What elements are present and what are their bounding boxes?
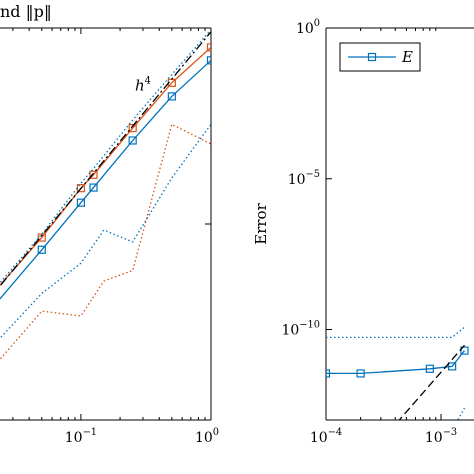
right-x-tick-label-0-base: 10 [310,430,328,446]
data-point-blue-solid-square-1 [356,369,365,378]
left-x-tick-label-1-base: 10 [195,430,213,446]
right-y-tick-label-0: 100 [296,18,320,37]
right-x-tick-label-1: 10−3 [425,427,457,446]
slope-annotation-base: h [135,77,145,95]
data-point-blue-solid-square-6 [206,56,211,65]
data-point-orange-solid-square-6 [206,43,211,52]
slope-annotation: h4 [135,76,151,95]
right-y-tick-label-1: 10−5 [288,169,320,188]
right-y-tick-label-1-base: 10 [288,172,306,188]
left-x-tick-label-0-base: 10 [65,430,83,446]
data-point-orange-solid-square-1 [37,233,46,242]
data-point-blue-solid-square-2 [76,198,86,207]
series-line-black-dashed [398,344,465,420]
slope-annotation-exp: 4 [145,76,151,87]
series-line-black-dashdot [0,31,211,287]
data-point-blue-solid-square-3 [89,183,98,192]
series-line-blue-solid-square [0,59,211,300]
data-point-blue-solid-square-4 [128,136,137,145]
right-y-tick-label-2-exp: −10 [299,320,320,331]
right-y-tick-label-0-base: 10 [296,21,314,37]
data-point-blue-solid-square-3 [448,362,457,371]
data-point-orange-solid-square-4 [128,123,137,133]
data-point-blue-solid-square-2 [425,364,434,373]
series-line-blue-dotted-upper [326,326,465,339]
series-line-orange-solid-square [0,46,211,287]
data-point-orange-solid-square-2 [76,184,86,193]
right-y-tick-label-2: 10−10 [281,320,320,339]
series-line-blue-dotted-lower [457,407,466,420]
left-plot-title: nd ‖p‖ [0,2,52,21]
y-axis-label: Error [252,202,270,244]
right-y-tick-label-2-base: 10 [281,323,299,339]
right-y-tick-label-0-exp: 0 [314,18,320,29]
right-x-tick-label-0: 10−4 [310,427,342,446]
left-x-tick-label-0-exp: −1 [83,427,97,438]
data-point-blue-solid-square-0 [326,369,331,378]
data-point-blue-solid-square-5 [167,92,176,101]
legend: E [339,42,421,72]
series-line-blue-dotted-1 [0,29,211,284]
series-line-orange-dotted-1 [0,123,211,361]
series-line-blue-solid-square [326,350,466,375]
legend-marker [367,52,377,62]
data-point-blue-solid-square-4 [460,346,469,355]
series-line-blue-dotted-2 [0,123,211,340]
right-x-tick-label-0-exp: −4 [328,427,342,438]
left-x-tick-label-1-exp: 0 [213,427,219,438]
left-x-tick-label-1: 100 [195,427,219,446]
right-x-tick-label-1-exp: −3 [443,427,457,438]
right-x-tick-label-1-base: 10 [425,430,443,446]
legend-label-e: E [401,48,413,66]
data-point-blue-solid-square-1 [37,245,46,254]
data-point-orange-solid-square-3 [89,170,98,179]
right-y-tick-label-1-exp: −5 [306,169,320,180]
left-x-tick-label-0: 10−1 [65,427,97,446]
